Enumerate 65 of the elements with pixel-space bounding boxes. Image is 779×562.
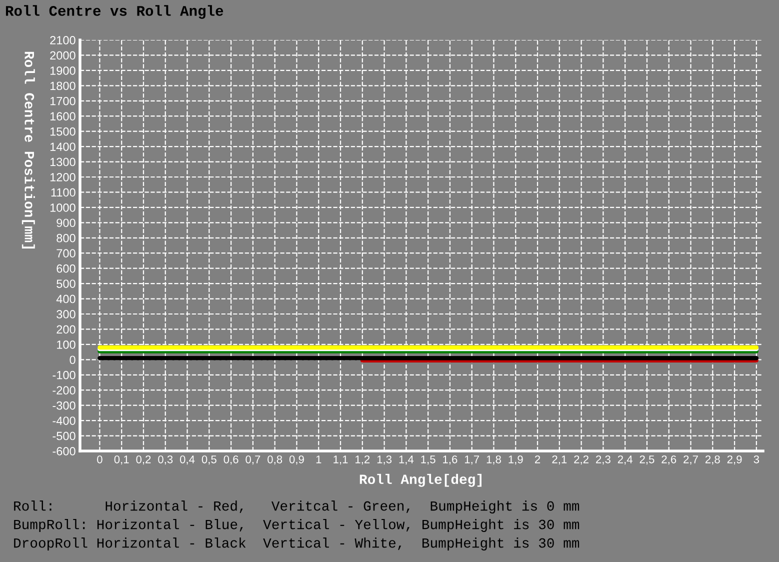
x-tick-label: 2,1	[552, 455, 567, 465]
x-tick-label: 1,3	[377, 455, 392, 465]
y-tick-label: 100	[57, 340, 76, 349]
x-tick-label: 1,8	[486, 455, 501, 465]
text: BumpRoll: Horizontal - Blue, Vertical - Yellow, BumpHeight is 30 mm	[14, 519, 580, 532]
x-tick-label: 0,8	[268, 455, 282, 465]
y-tick-label: 800	[56, 234, 76, 242]
y-tick-label: 1000	[50, 203, 76, 212]
x-tick-label: 0,6	[224, 455, 238, 465]
y-tick-label: 2100	[50, 36, 76, 44]
x-tick-label: 0,9	[289, 455, 304, 465]
y-tick-label: 700	[56, 249, 76, 258]
x-tick-label: 0	[97, 455, 102, 464]
y-tick-label: -300	[52, 401, 76, 410]
x-tick-label: 1,7	[464, 456, 480, 465]
x-tick-label: 2	[534, 455, 540, 464]
x-tick-label: 0,3	[158, 455, 173, 465]
x-tick-label: 2,3	[596, 455, 610, 465]
y-tick-label: 200	[56, 325, 76, 334]
y-tick-label: 1100	[51, 188, 76, 197]
x-tick-label: 1,2	[356, 455, 370, 465]
x-tick-label: 1	[316, 456, 322, 464]
y-tick-label: 1500	[50, 127, 76, 136]
y-tick-label: 300	[56, 310, 76, 318]
y-tick-label: -500	[52, 432, 76, 440]
y-tick-label: -200	[52, 386, 76, 395]
y-tick-label: 2000	[50, 51, 76, 60]
x-tick-label: 2,8	[705, 455, 720, 465]
x-tick-label: 1,5	[421, 456, 436, 465]
y-axis-title: Roll Centre Position[mm]	[22, 52, 35, 248]
x-tick-label: 0,5	[202, 455, 216, 465]
x-tick-label: 0,4	[180, 455, 195, 465]
x-tick-label: 2,4	[618, 455, 632, 465]
y-tick-label: -400	[52, 416, 76, 425]
x-tick-label: 1,6	[443, 455, 458, 465]
x-tick-label: 2,5	[640, 455, 654, 465]
x-tick-label: 2,6	[662, 455, 676, 465]
x-tick-label: 1,9	[508, 455, 523, 465]
x-tick-label: 1,1	[334, 456, 348, 465]
text: DroopRoll Horizontal - Black Vertical - White, BumpHeight is 30 mm	[14, 538, 580, 550]
x-tick-label: 2,9	[727, 455, 742, 465]
x-tick-label: 1,4	[399, 456, 414, 465]
x-tick-label: 3	[754, 455, 760, 464]
x-tick-label: 0,7	[246, 455, 260, 465]
y-tick-label: 500	[56, 280, 76, 288]
chart-title: Roll Centre vs Roll Angle	[6, 5, 224, 19]
x-tick-label: 0,2	[136, 455, 151, 465]
x-tick-label: 2,7	[684, 455, 698, 465]
y-tick-label: 1200	[50, 173, 76, 182]
y-tick-label: 1700	[50, 96, 76, 106]
y-tick-label: 400	[56, 294, 76, 304]
text: Roll: Horizontal - Red, Veritcal - Green, BumpHeight is 0 mm	[14, 500, 580, 514]
y-tick-label: -100	[52, 370, 76, 380]
y-tick-label: 1600	[50, 112, 76, 121]
y-tick-label: 1400	[50, 142, 76, 151]
y-tick-label: 900	[56, 218, 76, 228]
x-tick-label: 2,2	[574, 455, 588, 465]
y-tick-label: 0	[70, 356, 76, 364]
y-tick-label: 1300	[50, 158, 76, 166]
y-tick-label: 1800	[50, 82, 76, 90]
x-tick-label: 0,1	[114, 455, 129, 465]
y-tick-label: 1900	[50, 66, 76, 75]
y-tick-label: -600	[52, 447, 76, 456]
x-axis-title: Roll Angle[deg]	[360, 474, 482, 487]
y-tick-label: 600	[56, 264, 76, 273]
